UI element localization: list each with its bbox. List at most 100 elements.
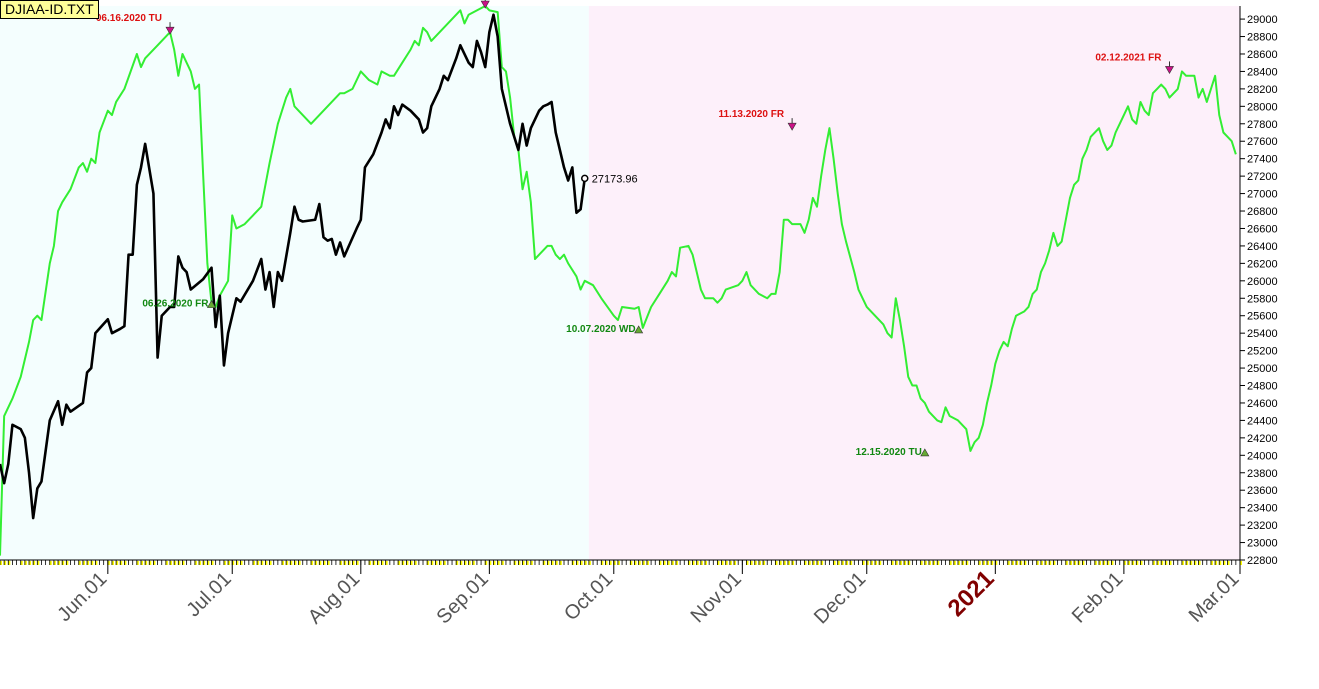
x-day-mark: [841, 561, 844, 565]
y-tick-label: 23800: [1247, 468, 1278, 480]
x-day-mark: [198, 561, 202, 565]
x-day-mark: [1094, 561, 1097, 565]
x-day-mark: [1098, 561, 1101, 565]
x-day-mark: [1110, 561, 1114, 565]
y-tick-label: 26400: [1247, 241, 1278, 253]
x-day-mark: [758, 561, 761, 565]
x-day-mark: [1065, 561, 1068, 565]
x-day-mark: [343, 561, 347, 565]
x-day-mark: [488, 561, 492, 565]
x-day-mark: [314, 561, 318, 565]
x-day-mark: [849, 561, 853, 565]
x-day-mark: [231, 561, 235, 565]
x-day-mark: [376, 561, 380, 565]
x-day-mark: [1019, 561, 1023, 565]
background-zone-1: [588, 6, 1240, 560]
x-day-mark: [463, 561, 467, 565]
x-day-mark: [754, 561, 757, 565]
x-day-mark: [530, 561, 533, 565]
x-day-mark: [65, 561, 69, 565]
top-marker-arrow: [787, 122, 797, 131]
x-day-mark: [986, 561, 990, 565]
x-day-mark: [762, 561, 766, 565]
x-day-mark: [455, 561, 459, 565]
x-day-mark: [439, 561, 442, 565]
x-day-mark: [430, 561, 434, 565]
last-value-label: 27173.96: [592, 173, 638, 185]
x-day-mark: [86, 561, 90, 565]
x-day-mark: [667, 561, 670, 565]
chart-title: DJIAA-ID.TXT: [0, 0, 99, 19]
x-day-mark: [513, 561, 517, 565]
x-day-mark: [555, 561, 558, 565]
x-day-mark: [269, 561, 272, 565]
x-day-mark: [812, 561, 815, 565]
x-day-mark: [240, 561, 243, 565]
x-day-mark: [953, 561, 956, 565]
x-day-mark: [397, 561, 401, 565]
x-day-mark: [1164, 561, 1168, 565]
x-day-mark: [725, 561, 728, 565]
x-day-mark: [580, 561, 583, 565]
x-day-mark: [194, 561, 197, 565]
x-day-mark: [177, 561, 181, 565]
x-day-mark: [878, 561, 882, 565]
x-day-mark: [289, 561, 293, 565]
x-day-mark: [1052, 561, 1056, 565]
x-day-mark: [729, 561, 732, 565]
x-day-mark: [928, 561, 931, 565]
x-day-mark: [604, 561, 608, 565]
y-tick-label: 25800: [1247, 293, 1278, 305]
bottom-marker-label: 12.15.2020 TU: [856, 447, 922, 458]
x-day-mark: [78, 561, 81, 565]
y-tick-label: 25600: [1247, 311, 1278, 323]
x-day-mark: [745, 561, 749, 565]
x-day-mark: [600, 561, 604, 565]
x-day-mark: [322, 561, 326, 565]
x-day-mark: [1044, 561, 1048, 565]
forecast-line: [0, 5, 1237, 556]
x-day-mark: [140, 561, 144, 565]
x-day-mark: [82, 561, 85, 565]
y-tick-label: 27000: [1247, 189, 1278, 201]
x-day-mark: [484, 561, 488, 565]
x-tick-label: Aug.01: [304, 568, 364, 628]
x-day-mark: [571, 561, 575, 565]
x-day-mark: [169, 561, 173, 565]
x-day-mark: [347, 561, 351, 565]
bottom-marker-arrow: [920, 448, 930, 457]
x-day-mark: [522, 561, 525, 565]
x-day-mark: [692, 561, 695, 565]
x-day-mark: [907, 561, 911, 565]
top-marker-arrow: [165, 26, 175, 35]
x-day-mark: [526, 561, 529, 565]
x-day-mark: [1198, 561, 1201, 565]
x-day-mark: [368, 561, 372, 565]
x-day-mark: [356, 561, 359, 565]
x-day-mark: [1181, 561, 1184, 565]
y-tick-label: 24200: [1247, 433, 1278, 445]
y-tick-label: 24000: [1247, 450, 1278, 462]
x-day-mark: [584, 561, 587, 565]
x-day-mark: [551, 561, 554, 565]
x-day-mark: [816, 561, 819, 565]
y-tick-label: 25400: [1247, 328, 1278, 340]
x-day-mark: [791, 561, 795, 565]
x-tick-label: Sep.01: [433, 568, 493, 628]
x-day-mark: [223, 561, 226, 565]
background-zone-0: [0, 6, 589, 560]
y-tick-label: 27600: [1247, 136, 1278, 148]
x-day-mark: [775, 561, 778, 565]
x-day-mark: [961, 561, 965, 565]
x-day-mark: [924, 561, 927, 565]
x-day-mark: [20, 561, 23, 565]
x-day-mark: [53, 561, 56, 565]
x-day-mark: [493, 561, 496, 565]
y-tick-label: 28400: [1247, 66, 1278, 78]
x-day-mark: [310, 561, 314, 565]
x-day-mark: [285, 561, 289, 565]
x-tick-label: Mar.01: [1185, 568, 1244, 627]
x-day-mark: [0, 561, 2, 565]
x-day-mark: [1139, 561, 1143, 565]
